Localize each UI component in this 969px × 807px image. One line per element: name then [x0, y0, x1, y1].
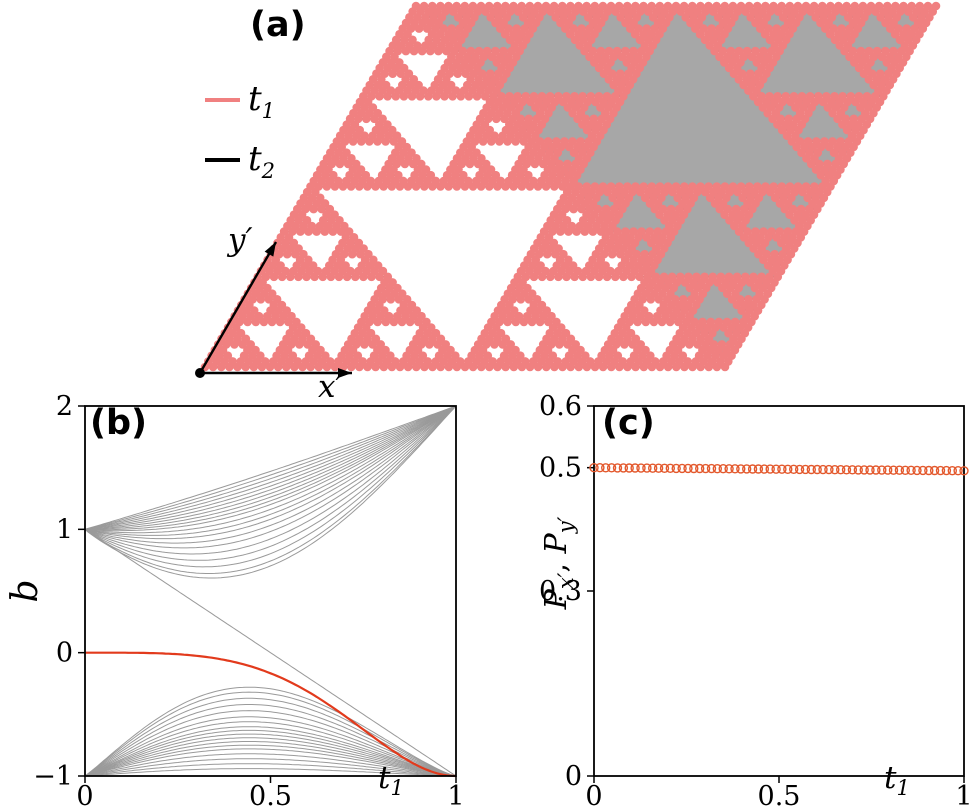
panel-a-axes-arrows [195, 241, 352, 378]
chart-b-highlight-curve [85, 651, 457, 778]
legend-line-t1-swatch [205, 98, 240, 102]
chart-c: 0 0.5 1 0 0.3 0.5 0.6 [539, 391, 969, 807]
legend-label-t1: t1 [248, 79, 276, 123]
panel-a-label: (a) [250, 5, 306, 45]
chart-b-spectrum-curves [84, 405, 457, 777]
axes-origin-dot [195, 368, 205, 378]
svg-text:2: 2 [56, 391, 73, 422]
chart-c-xlabel: t1 [884, 760, 910, 801]
svg-text:1: 1 [955, 781, 969, 807]
chart-c-ylabel: Px′, Py′ [539, 516, 578, 610]
svg-text:0: 0 [565, 761, 582, 792]
fractal-sites [200, 1, 941, 372]
panel-c-label: (c) [602, 403, 655, 443]
svg-text:−1: −1 [33, 761, 73, 792]
legend-item-t1: t1 [205, 70, 275, 130]
panel-a-legend: t1 t2 [205, 70, 275, 190]
panel-a-yaxis-label: y′ [228, 222, 253, 258]
panel-a-xaxis-label: x′ [318, 369, 343, 405]
svg-text:0: 0 [56, 638, 73, 669]
svg-text:0.3: 0.3 [539, 576, 582, 607]
chart-c-points [589, 463, 969, 476]
chart-b-xlabel: t1 [378, 760, 404, 801]
svg-text:0.5: 0.5 [539, 453, 582, 484]
svg-text:0: 0 [585, 781, 602, 807]
svg-text:0.6: 0.6 [539, 391, 582, 422]
legend-line-t2-swatch [205, 158, 240, 162]
svg-text:1: 1 [56, 514, 73, 545]
legend-label-t2: t2 [248, 139, 276, 183]
panel-b-label: (b) [90, 403, 148, 443]
svg-text:0.5: 0.5 [249, 781, 292, 807]
legend-item-t2: t2 [205, 130, 275, 190]
svg-text:0: 0 [76, 781, 93, 807]
svg-text:0.5: 0.5 [758, 781, 801, 807]
chart-b-ylabel: b [5, 579, 46, 603]
svg-text:1: 1 [447, 781, 464, 807]
